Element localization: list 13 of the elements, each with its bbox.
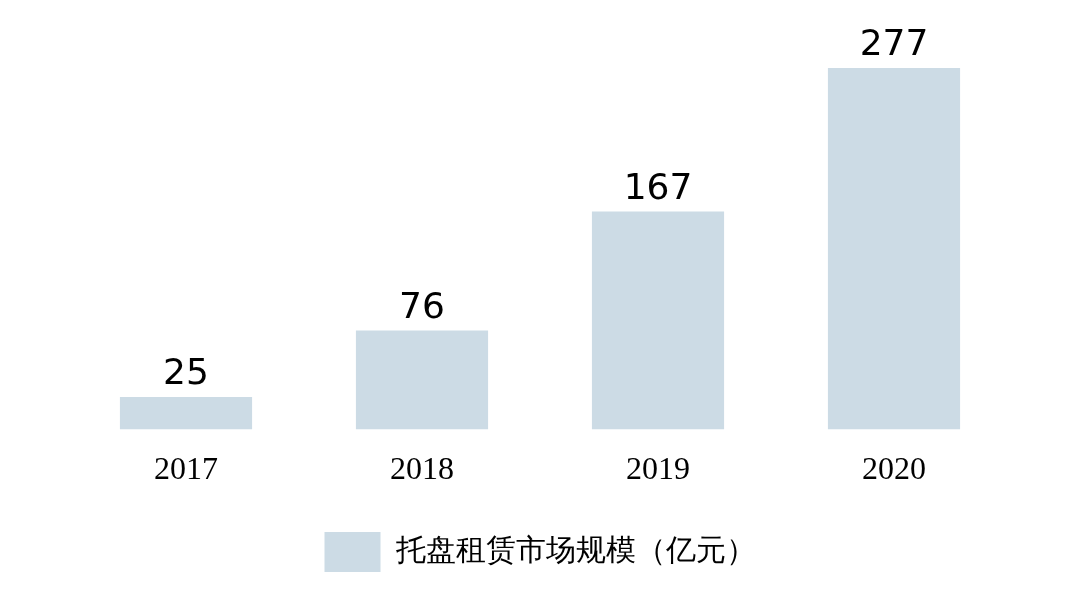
x-tick-label: 2018 [390,450,454,487]
x-tick-label: 2017 [154,450,218,487]
x-tick-label: 2019 [626,450,690,487]
data-label: 76 [399,284,445,326]
bar [827,68,961,430]
bar [119,396,253,430]
bar [591,211,725,430]
x-tick-label: 2020 [862,450,926,487]
legend-label: 托盘租赁市场规模（亿元） [394,531,756,567]
bar [355,330,489,430]
data-label: 167 [623,165,693,207]
data-label: 277 [859,22,929,64]
data-label: 25 [163,351,209,393]
